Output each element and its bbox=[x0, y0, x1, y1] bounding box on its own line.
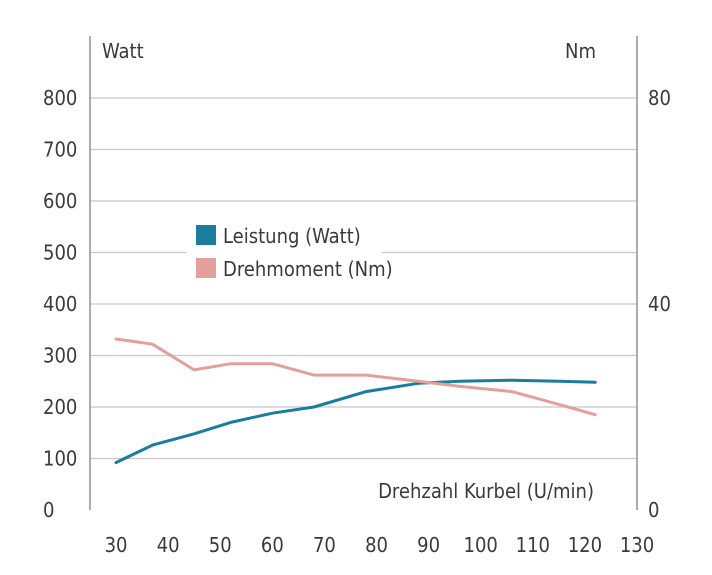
y-left-tick-500: 500 bbox=[43, 241, 77, 265]
y-axis-right-unit: Nm bbox=[565, 39, 596, 63]
legend-swatch-drehmoment bbox=[196, 258, 216, 278]
x-tick-30: 30 bbox=[105, 533, 128, 557]
legend-box bbox=[186, 214, 382, 290]
y-axis-left-unit: Watt bbox=[102, 39, 144, 63]
x-tick-120: 120 bbox=[568, 533, 602, 557]
legend-label-drehmoment: Drehmoment (Nm) bbox=[223, 257, 393, 281]
x-tick-70: 70 bbox=[313, 533, 336, 557]
x-tick-110: 110 bbox=[516, 533, 550, 557]
x-axis-label: Drehzahl Kurbel (U/min) bbox=[378, 479, 594, 503]
y-left-tick-600: 600 bbox=[43, 189, 77, 213]
x-tick-80: 80 bbox=[365, 533, 388, 557]
y-left-tick-300: 300 bbox=[43, 344, 77, 368]
y-right-tick-40: 40 bbox=[648, 292, 671, 316]
x-tick-130: 130 bbox=[620, 533, 654, 557]
y-left-tick-100: 100 bbox=[43, 447, 77, 471]
y-right-tick-0: 0 bbox=[648, 498, 659, 522]
legend: Leistung (Watt) Drehmoment (Nm) bbox=[186, 214, 393, 290]
left-tick-labels: 0 100 200 300 400 500 600 700 800 bbox=[43, 86, 77, 522]
legend-label-leistung: Leistung (Watt) bbox=[223, 224, 361, 248]
y-left-tick-200: 200 bbox=[43, 395, 77, 419]
series-line-leistung bbox=[114, 378, 597, 465]
series-lines bbox=[114, 337, 597, 465]
y-left-tick-800: 800 bbox=[43, 86, 77, 110]
right-tick-labels: 0 40 80 bbox=[648, 86, 671, 522]
x-tick-90: 90 bbox=[417, 533, 440, 557]
y-left-tick-400: 400 bbox=[43, 292, 77, 316]
x-tick-60: 60 bbox=[261, 533, 284, 557]
x-tick-40: 40 bbox=[157, 533, 180, 557]
y-right-tick-80: 80 bbox=[648, 86, 671, 110]
x-tick-50: 50 bbox=[209, 533, 232, 557]
x-tick-100: 100 bbox=[464, 533, 498, 557]
y-left-tick-0: 0 bbox=[43, 498, 54, 522]
y-left-tick-700: 700 bbox=[43, 138, 77, 162]
legend-swatch-leistung bbox=[196, 225, 216, 245]
series-line-drehmoment bbox=[114, 337, 597, 417]
x-tick-labels: 30 40 50 60 70 80 90 100 110 120 130 bbox=[105, 533, 655, 557]
